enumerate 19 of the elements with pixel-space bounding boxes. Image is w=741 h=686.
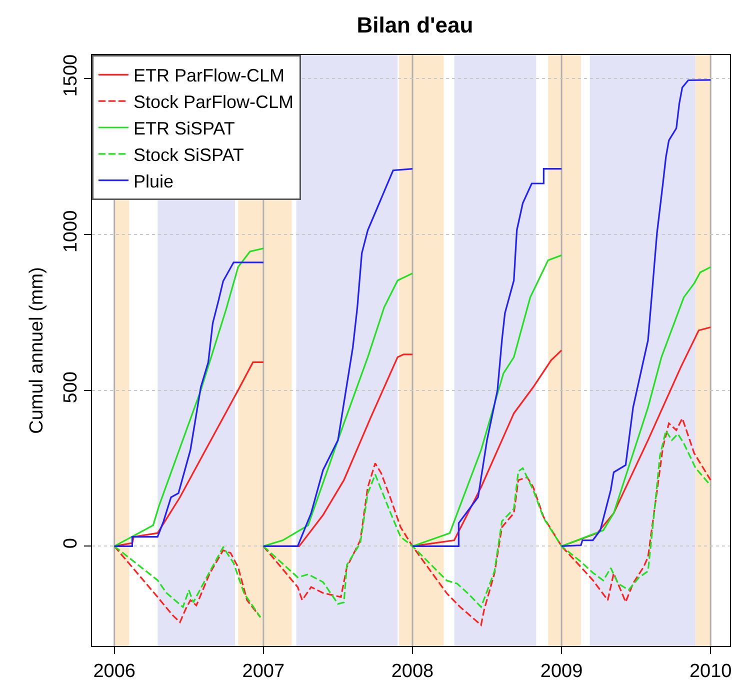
legend-label: ETR ParFlow-CLM: [134, 66, 285, 86]
x-tick-label: 2009: [540, 660, 583, 682]
x-tick-label: 2006: [93, 660, 136, 682]
line-series: [412, 168, 562, 547]
y-tick-label: 1000: [60, 210, 82, 253]
x-tick-label: 2008: [391, 660, 434, 682]
line-series: [262, 168, 414, 547]
chart-title: Bilan d'eau: [356, 12, 474, 38]
y-axis-title: Cumul annuel (mm): [26, 267, 48, 434]
y-tick-label: 0: [60, 538, 82, 549]
legend-label: Stock SiSPAT: [134, 144, 244, 165]
legend-label: ETR SiSPAT: [134, 118, 235, 139]
legend-label: Pluie: [134, 171, 174, 192]
y-tick-label: 500: [60, 372, 82, 404]
x-tick-label: 2010: [689, 660, 732, 682]
x-tick-label: 2007: [242, 660, 285, 682]
y-tick-label: 1500: [60, 54, 82, 97]
legend-label: Stock ParFlow-CLM: [134, 92, 294, 112]
line-series: [560, 79, 712, 547]
